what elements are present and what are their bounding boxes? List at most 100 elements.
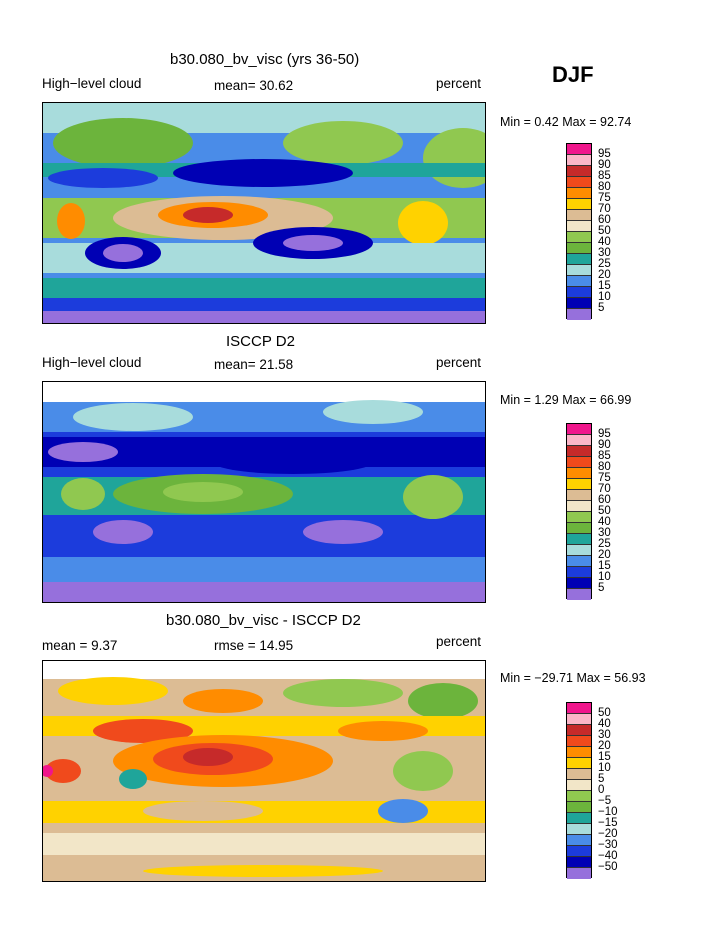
colorbar-tick-label: −30 <box>598 839 618 851</box>
colorbar-swatch <box>567 835 591 846</box>
colorbar-tick-label: −10 <box>598 806 618 818</box>
colorbar-tick-label: 10 <box>598 571 611 583</box>
colorbar-tick-label: 20 <box>598 549 611 561</box>
colorbar-swatch <box>567 714 591 725</box>
colorbar-tick-label: 15 <box>598 751 611 763</box>
panel1-contour-field <box>43 103 485 323</box>
panel1-title: b30.080_bv_visc (yrs 36-50) <box>170 51 360 68</box>
colorbar-swatch <box>567 501 591 512</box>
colorbar-swatch <box>567 265 591 276</box>
colorbar-tick-label: 30 <box>598 729 611 741</box>
colorbar-tick-label: 90 <box>598 439 611 451</box>
colorbar-tick-label: 50 <box>598 707 611 719</box>
panel2-mean-label: mean= 21.58 <box>214 357 294 372</box>
colorbar-swatch <box>567 747 591 758</box>
colorbar-tick-label: 30 <box>598 527 611 539</box>
colorbar-swatch <box>567 468 591 479</box>
colorbar-tick-label: 40 <box>598 516 611 528</box>
panel1-map <box>42 102 486 324</box>
colorbar-tick-label: 10 <box>598 762 611 774</box>
colorbar-swatch <box>567 287 591 298</box>
colorbar-tick-label: 70 <box>598 203 611 215</box>
panel1-mean-label: mean= 30.62 <box>214 78 294 93</box>
colorbar-tick-label: 60 <box>598 494 611 506</box>
colorbar-swatch <box>567 780 591 791</box>
colorbar-swatch <box>567 221 591 232</box>
colorbar-tick-label: 95 <box>598 148 611 160</box>
season-label: DJF <box>552 62 594 87</box>
colorbar-swatch <box>567 199 591 210</box>
panel3-mean-label: mean = 9.37 <box>42 638 118 653</box>
colorbar-tick-label: −40 <box>598 850 618 862</box>
colorbar-tick-label: 20 <box>598 269 611 281</box>
colorbar-swatch <box>567 725 591 736</box>
colorbar-swatch <box>567 232 591 243</box>
colorbar-swatch <box>567 166 591 177</box>
colorbar-swatch <box>567 846 591 857</box>
colorbar-tick-label: 10 <box>598 291 611 303</box>
panel1-colorbar <box>566 143 592 320</box>
colorbar-swatch <box>567 479 591 490</box>
panel2-colorbar <box>566 423 592 600</box>
colorbar-swatch <box>567 802 591 813</box>
panel3-rmse-label: rmse = 14.95 <box>214 638 294 653</box>
colorbar-swatch <box>567 435 591 446</box>
panel2-map <box>42 381 486 603</box>
panel1-units-label: percent <box>436 76 482 91</box>
colorbar-swatch <box>567 769 591 780</box>
panel3-minmax: Min = −29.71 Max = 56.93 <box>500 671 646 685</box>
colorbar-tick-label: 85 <box>598 450 611 462</box>
colorbar-swatch <box>567 210 591 221</box>
colorbar-swatch <box>567 567 591 578</box>
colorbar-swatch <box>567 813 591 824</box>
colorbar-tick-label: 75 <box>598 192 611 204</box>
colorbar-swatch <box>567 578 591 589</box>
panel3-units-label: percent <box>436 634 482 649</box>
colorbar-tick-label: −20 <box>598 828 618 840</box>
colorbar-swatch <box>567 868 591 879</box>
colorbar-swatch <box>567 534 591 545</box>
colorbar-swatch <box>567 243 591 254</box>
panel1-minmax: Min = 0.42 Max = 92.74 <box>500 115 632 129</box>
colorbar-tick-label: 5 <box>598 302 605 314</box>
colorbar-tick-label: 5 <box>598 773 605 785</box>
colorbar-swatch <box>567 545 591 556</box>
colorbar-tick-label: 75 <box>598 472 611 484</box>
colorbar-swatch <box>567 177 591 188</box>
panel2-minmax: Min = 1.29 Max = 66.99 <box>500 393 632 407</box>
colorbar-swatch <box>567 758 591 769</box>
colorbar-tick-label: 25 <box>598 538 611 550</box>
colorbar-swatch <box>567 254 591 265</box>
panel3-title: b30.080_bv_visc - ISCCP D2 <box>166 612 361 629</box>
colorbar-swatch <box>567 298 591 309</box>
colorbar-swatch <box>567 309 591 320</box>
colorbar-swatch <box>567 857 591 868</box>
panel3-map <box>42 660 486 882</box>
colorbar-tick-label: −50 <box>598 861 618 873</box>
colorbar-tick-label: 15 <box>598 280 611 292</box>
colorbar-tick-label: 40 <box>598 718 611 730</box>
panel2-contour-field <box>43 382 485 602</box>
colorbar-tick-label: 80 <box>598 461 611 473</box>
colorbar-tick-label: 60 <box>598 214 611 226</box>
colorbar-tick-label: 5 <box>598 582 605 594</box>
colorbar-swatch <box>567 703 591 714</box>
colorbar-swatch <box>567 276 591 287</box>
panel3-contour-field <box>43 661 485 881</box>
panel2-variable-label: High−level cloud <box>42 355 142 370</box>
colorbar-swatch <box>567 490 591 501</box>
panel3-colorbar <box>566 702 592 879</box>
colorbar-swatch <box>567 512 591 523</box>
colorbar-swatch <box>567 144 591 155</box>
colorbar-tick-label: 25 <box>598 258 611 270</box>
colorbar-tick-label: 20 <box>598 740 611 752</box>
colorbar-swatch <box>567 589 591 600</box>
colorbar-tick-label: 15 <box>598 560 611 572</box>
colorbar-tick-label: 80 <box>598 181 611 193</box>
colorbar-tick-label: 90 <box>598 159 611 171</box>
panel1-variable-label: High−level cloud <box>42 76 142 91</box>
colorbar-tick-label: 50 <box>598 505 611 517</box>
panel2-title: ISCCP D2 <box>226 333 295 350</box>
panel2-units-label: percent <box>436 355 482 370</box>
colorbar-tick-label: 85 <box>598 170 611 182</box>
